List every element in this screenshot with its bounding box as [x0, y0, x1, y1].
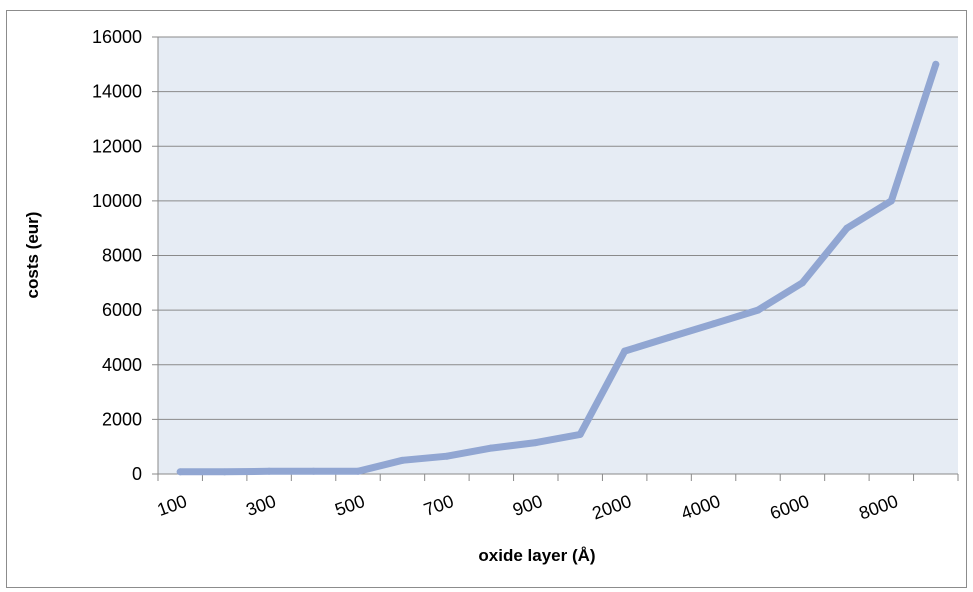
x-tick-label: 100	[155, 491, 190, 520]
data-point	[710, 320, 718, 328]
x-tick-label: 500	[332, 491, 367, 520]
y-axis-tick-labels: 0 2000 4000 6000 8000 10000 12000 14000 16000	[92, 27, 142, 484]
y-tick-label: 2000	[102, 409, 142, 429]
y-tick-label: 4000	[102, 355, 142, 375]
x-tick-label: 2000	[590, 491, 634, 523]
y-axis-title: costs (eur)	[23, 212, 42, 299]
x-tick-label: 6000	[767, 491, 811, 523]
data-point	[621, 347, 629, 355]
data-point	[665, 333, 673, 341]
data-point	[798, 279, 806, 287]
x-tick-label: 700	[421, 491, 456, 520]
data-point	[754, 306, 762, 314]
data-point	[843, 224, 851, 232]
data-point	[932, 60, 940, 68]
y-tick-label: 12000	[92, 136, 142, 156]
data-point	[265, 467, 273, 475]
series-line	[176, 60, 940, 476]
data-point	[310, 467, 318, 475]
y-tick-label: 10000	[92, 191, 142, 211]
y-tick-label: 14000	[92, 82, 142, 102]
y-tick-label: 6000	[102, 300, 142, 320]
data-point	[576, 430, 584, 438]
data-point	[532, 439, 540, 447]
y-tick-label: 0	[132, 464, 142, 484]
y-tick-label: 8000	[102, 246, 142, 266]
x-axis-ticks	[157, 474, 959, 481]
data-points	[176, 60, 940, 476]
data-point	[443, 452, 451, 460]
x-tick-label: 4000	[678, 491, 722, 523]
gridlines	[152, 36, 958, 475]
y-tick-label: 16000	[92, 27, 142, 47]
data-point	[487, 444, 495, 452]
x-tick-label: 900	[510, 491, 545, 520]
data-point	[398, 456, 406, 464]
data-point	[176, 468, 184, 476]
data-point	[221, 468, 229, 476]
x-axis-tick-labels: 100 300 500 700 900 2000 4000 6000 8000	[155, 491, 901, 523]
x-tick-label: 8000	[856, 491, 900, 523]
x-tick-label: 300	[243, 491, 278, 520]
data-point	[354, 467, 362, 475]
x-axis-title: oxide layer (Å)	[478, 546, 595, 565]
data-point	[887, 197, 895, 205]
